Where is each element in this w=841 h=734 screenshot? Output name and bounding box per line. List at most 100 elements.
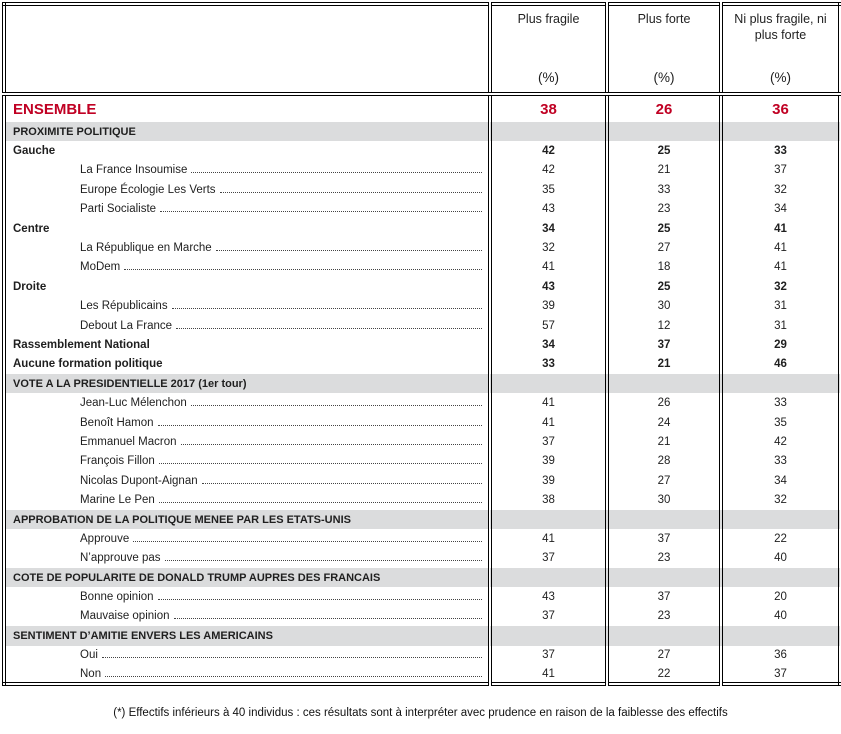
value-cell: 33 <box>719 393 840 413</box>
row-label-cell: François Fillon <box>4 452 490 471</box>
column-unit: (%) <box>653 70 675 85</box>
row-proximite-politique: PROXIMITE POLITIQUE <box>4 122 840 142</box>
value-cell: 41 <box>488 529 607 549</box>
value-cell <box>719 122 840 142</box>
row-label-cell: Marine Le Pen <box>4 490 490 509</box>
row-label: Jean-Luc Mélenchon <box>80 397 187 410</box>
value-cell: 39 <box>488 296 607 316</box>
value-cell: 31 <box>719 315 840 336</box>
dotted-leader <box>157 599 482 601</box>
row-label: MoDem <box>80 261 121 274</box>
row-label: Europe Écologie Les Verts <box>80 183 216 196</box>
value-cell: 33 <box>719 141 840 161</box>
value-cell: 57 <box>488 315 607 336</box>
value-cell: 28 <box>605 451 721 472</box>
row-label-cell: Aucune formation politique <box>4 355 490 374</box>
value-cell: 37 <box>488 606 607 627</box>
value-cell: 37 <box>488 645 607 665</box>
column-label: Plus fragile <box>517 12 580 26</box>
row-label: Bonne opinion <box>80 591 154 604</box>
value-cell: 41 <box>488 412 607 433</box>
dotted-leader <box>190 405 482 407</box>
dotted-leader <box>133 540 482 542</box>
value-cell <box>605 374 721 394</box>
value-cell: 37 <box>719 664 840 685</box>
row-label: APPROBATION DE LA POLITIQUE MENEE PAR LE… <box>13 513 351 526</box>
table-header: Plus fragile (%) Plus forte (%) Ni plus … <box>4 4 840 96</box>
value-cell: 32 <box>719 490 840 510</box>
value-cell <box>488 122 607 142</box>
footnote: (*) Effectifs inférieurs à 40 individus … <box>113 707 728 719</box>
value-cell: 37 <box>719 160 840 181</box>
value-cell: 37 <box>605 335 721 355</box>
dotted-leader <box>164 560 482 562</box>
value-cell: 34 <box>488 218 607 239</box>
row-label: N’approuve pas <box>80 552 161 565</box>
value-cell <box>719 626 840 646</box>
value-cell: 37 <box>488 432 607 452</box>
row-label: Non <box>80 667 102 680</box>
column-unit: (%) <box>538 70 559 85</box>
survey-results-table: Plus fragile (%) Plus forte (%) Ni plus … <box>2 2 841 687</box>
row-label: Nicolas Dupont-Aignan <box>80 474 198 487</box>
row-label-cell: Droite <box>4 277 490 296</box>
row-bonne-opinion: Bonne opinion 43 37 20 <box>4 587 840 607</box>
value-cell: 38 <box>488 94 607 122</box>
value-cell <box>488 567 607 588</box>
row-label-cell: Centre <box>4 219 490 238</box>
row-label: Droite <box>13 280 47 293</box>
dotted-leader <box>158 463 482 465</box>
dotted-leader <box>124 269 482 271</box>
row-label: PROXIMITE POLITIQUE <box>13 125 136 138</box>
value-cell: 31 <box>719 296 840 316</box>
value-cell: 33 <box>719 451 840 472</box>
row-rassemblement-national: Rassemblement National 34 37 29 <box>4 335 840 355</box>
row-cote-de-popularite-de-donald-trump-aupres-des-francais: COTE DE POPULARITE DE DONALD TRUMP AUPRE… <box>4 567 840 588</box>
row-label-cell: Mauvaise opinion <box>4 607 490 626</box>
row-label: Debout La France <box>80 319 173 332</box>
row-emmanuel-macron: Emmanuel Macron 37 21 42 <box>4 432 840 452</box>
value-cell: 37 <box>605 587 721 607</box>
row-parti-socialiste: Parti Socialiste 43 23 34 <box>4 199 840 219</box>
column-label: Ni plus fragile, ni plus forte <box>734 12 827 42</box>
row-gauche: Gauche 42 25 33 <box>4 141 840 161</box>
value-cell: 43 <box>488 277 607 297</box>
column-header-ni-plus-fragile-ni-plus-forte: Ni plus fragile, ni plus forte (%) <box>719 4 840 96</box>
row-droite: Droite 43 25 32 <box>4 277 840 297</box>
value-cell <box>605 509 721 530</box>
dotted-leader <box>176 327 482 329</box>
row-label-cell: La France Insoumise <box>4 161 490 180</box>
row-marine-le-pen: Marine Le Pen 38 30 32 <box>4 490 840 510</box>
row-label: ENSEMBLE <box>13 100 97 118</box>
value-cell: 22 <box>605 664 721 685</box>
value-cell <box>719 374 840 394</box>
value-cell: 29 <box>719 335 840 355</box>
value-cell: 12 <box>605 315 721 336</box>
value-cell: 33 <box>488 354 607 375</box>
row-aucune-formation-politique: Aucune formation politique 33 21 46 <box>4 354 840 375</box>
row-label-cell: Rassemblement National <box>4 335 490 354</box>
value-cell <box>605 626 721 646</box>
value-cell: 26 <box>605 393 721 413</box>
row-la-france-insoumise: La France Insoumise 42 21 37 <box>4 160 840 181</box>
value-cell: 34 <box>719 471 840 491</box>
header-row: Plus fragile (%) Plus forte (%) Ni plus … <box>4 4 840 96</box>
row-label: SENTIMENT D’AMITIE ENVERS LES AMERICAINS <box>13 629 273 642</box>
row-approuve: Approuve 41 37 22 <box>4 529 840 549</box>
row-label-cell: PROXIMITE POLITIQUE <box>4 122 490 142</box>
value-cell <box>605 122 721 142</box>
dotted-leader <box>158 502 482 504</box>
row-label: François Fillon <box>80 455 155 468</box>
row-mauvaise-opinion: Mauvaise opinion 37 23 40 <box>4 606 840 627</box>
value-cell: 41 <box>488 257 607 278</box>
row-label: La République en Marche <box>80 242 212 255</box>
value-cell: 39 <box>488 451 607 472</box>
value-cell: 24 <box>605 412 721 433</box>
value-cell: 41 <box>488 393 607 413</box>
dotted-leader <box>101 657 482 659</box>
row-label: La France Insoumise <box>80 164 188 177</box>
value-cell: 36 <box>719 645 840 665</box>
row-label: Gauche <box>13 145 56 158</box>
row-non: Non 41 22 37 <box>4 664 840 685</box>
